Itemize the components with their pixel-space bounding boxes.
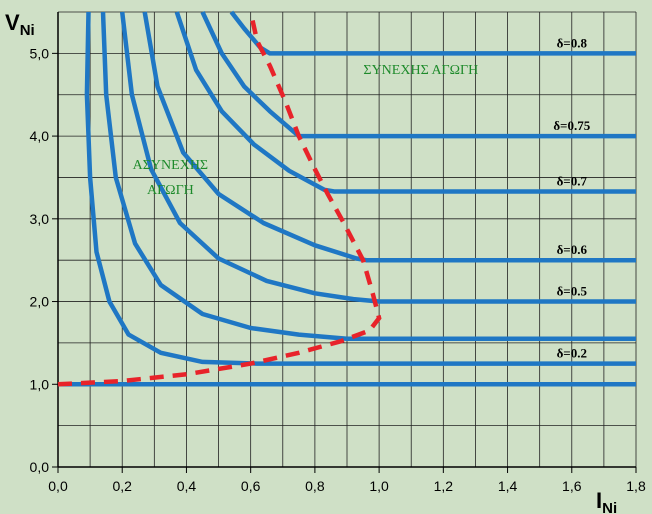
region-annotation: ΑΣΥΝΕΧΗΣ	[133, 158, 208, 173]
delta-label: δ=0.7	[557, 174, 588, 189]
x-tick-label: 0,6	[241, 478, 261, 494]
y-tick-label: 3,0	[30, 211, 50, 227]
y-tick-label: 2,0	[30, 294, 50, 310]
y-tick-label: 5,0	[30, 45, 50, 61]
x-tick-label: 0,2	[112, 478, 132, 494]
x-axis-label: INi	[596, 488, 617, 514]
series-line-0	[84, 11, 636, 366]
y-axis-label: VNi	[5, 10, 35, 39]
delta-label: δ=0.2	[557, 346, 587, 361]
x-tick-label: 0,4	[177, 478, 197, 494]
x-tick-label: 0,0	[48, 478, 68, 494]
x-tick-label: 0,8	[305, 478, 325, 494]
series-line-5	[174, 11, 636, 194]
x-tick-label: 1,8	[626, 478, 646, 494]
region-annotation: ΑΓΩΓΗ	[147, 183, 194, 198]
y-tick-label: 0,0	[30, 459, 50, 475]
region-annotation: ΣΥΝΕΧΗΣ ΑΓΩΓΗ	[363, 63, 478, 78]
series-line-2	[100, 11, 636, 342]
delta-label: δ=0.75	[553, 118, 590, 133]
y-tick-label: 1,0	[30, 376, 50, 392]
delta-label: δ=0.8	[557, 35, 588, 50]
x-tick-label: 1,2	[434, 478, 454, 494]
y-tick-label: 4,0	[30, 128, 50, 144]
delta-label: δ=0.6	[557, 242, 588, 257]
x-tick-label: 1,6	[562, 478, 582, 494]
boundary-line	[57, 11, 382, 387]
x-tick-label: 1,4	[498, 478, 518, 494]
series-line-6	[200, 11, 636, 139]
x-tick-label: 1,0	[369, 478, 389, 494]
series-line-3	[119, 11, 636, 304]
delta-label: δ=0.5	[557, 284, 588, 299]
